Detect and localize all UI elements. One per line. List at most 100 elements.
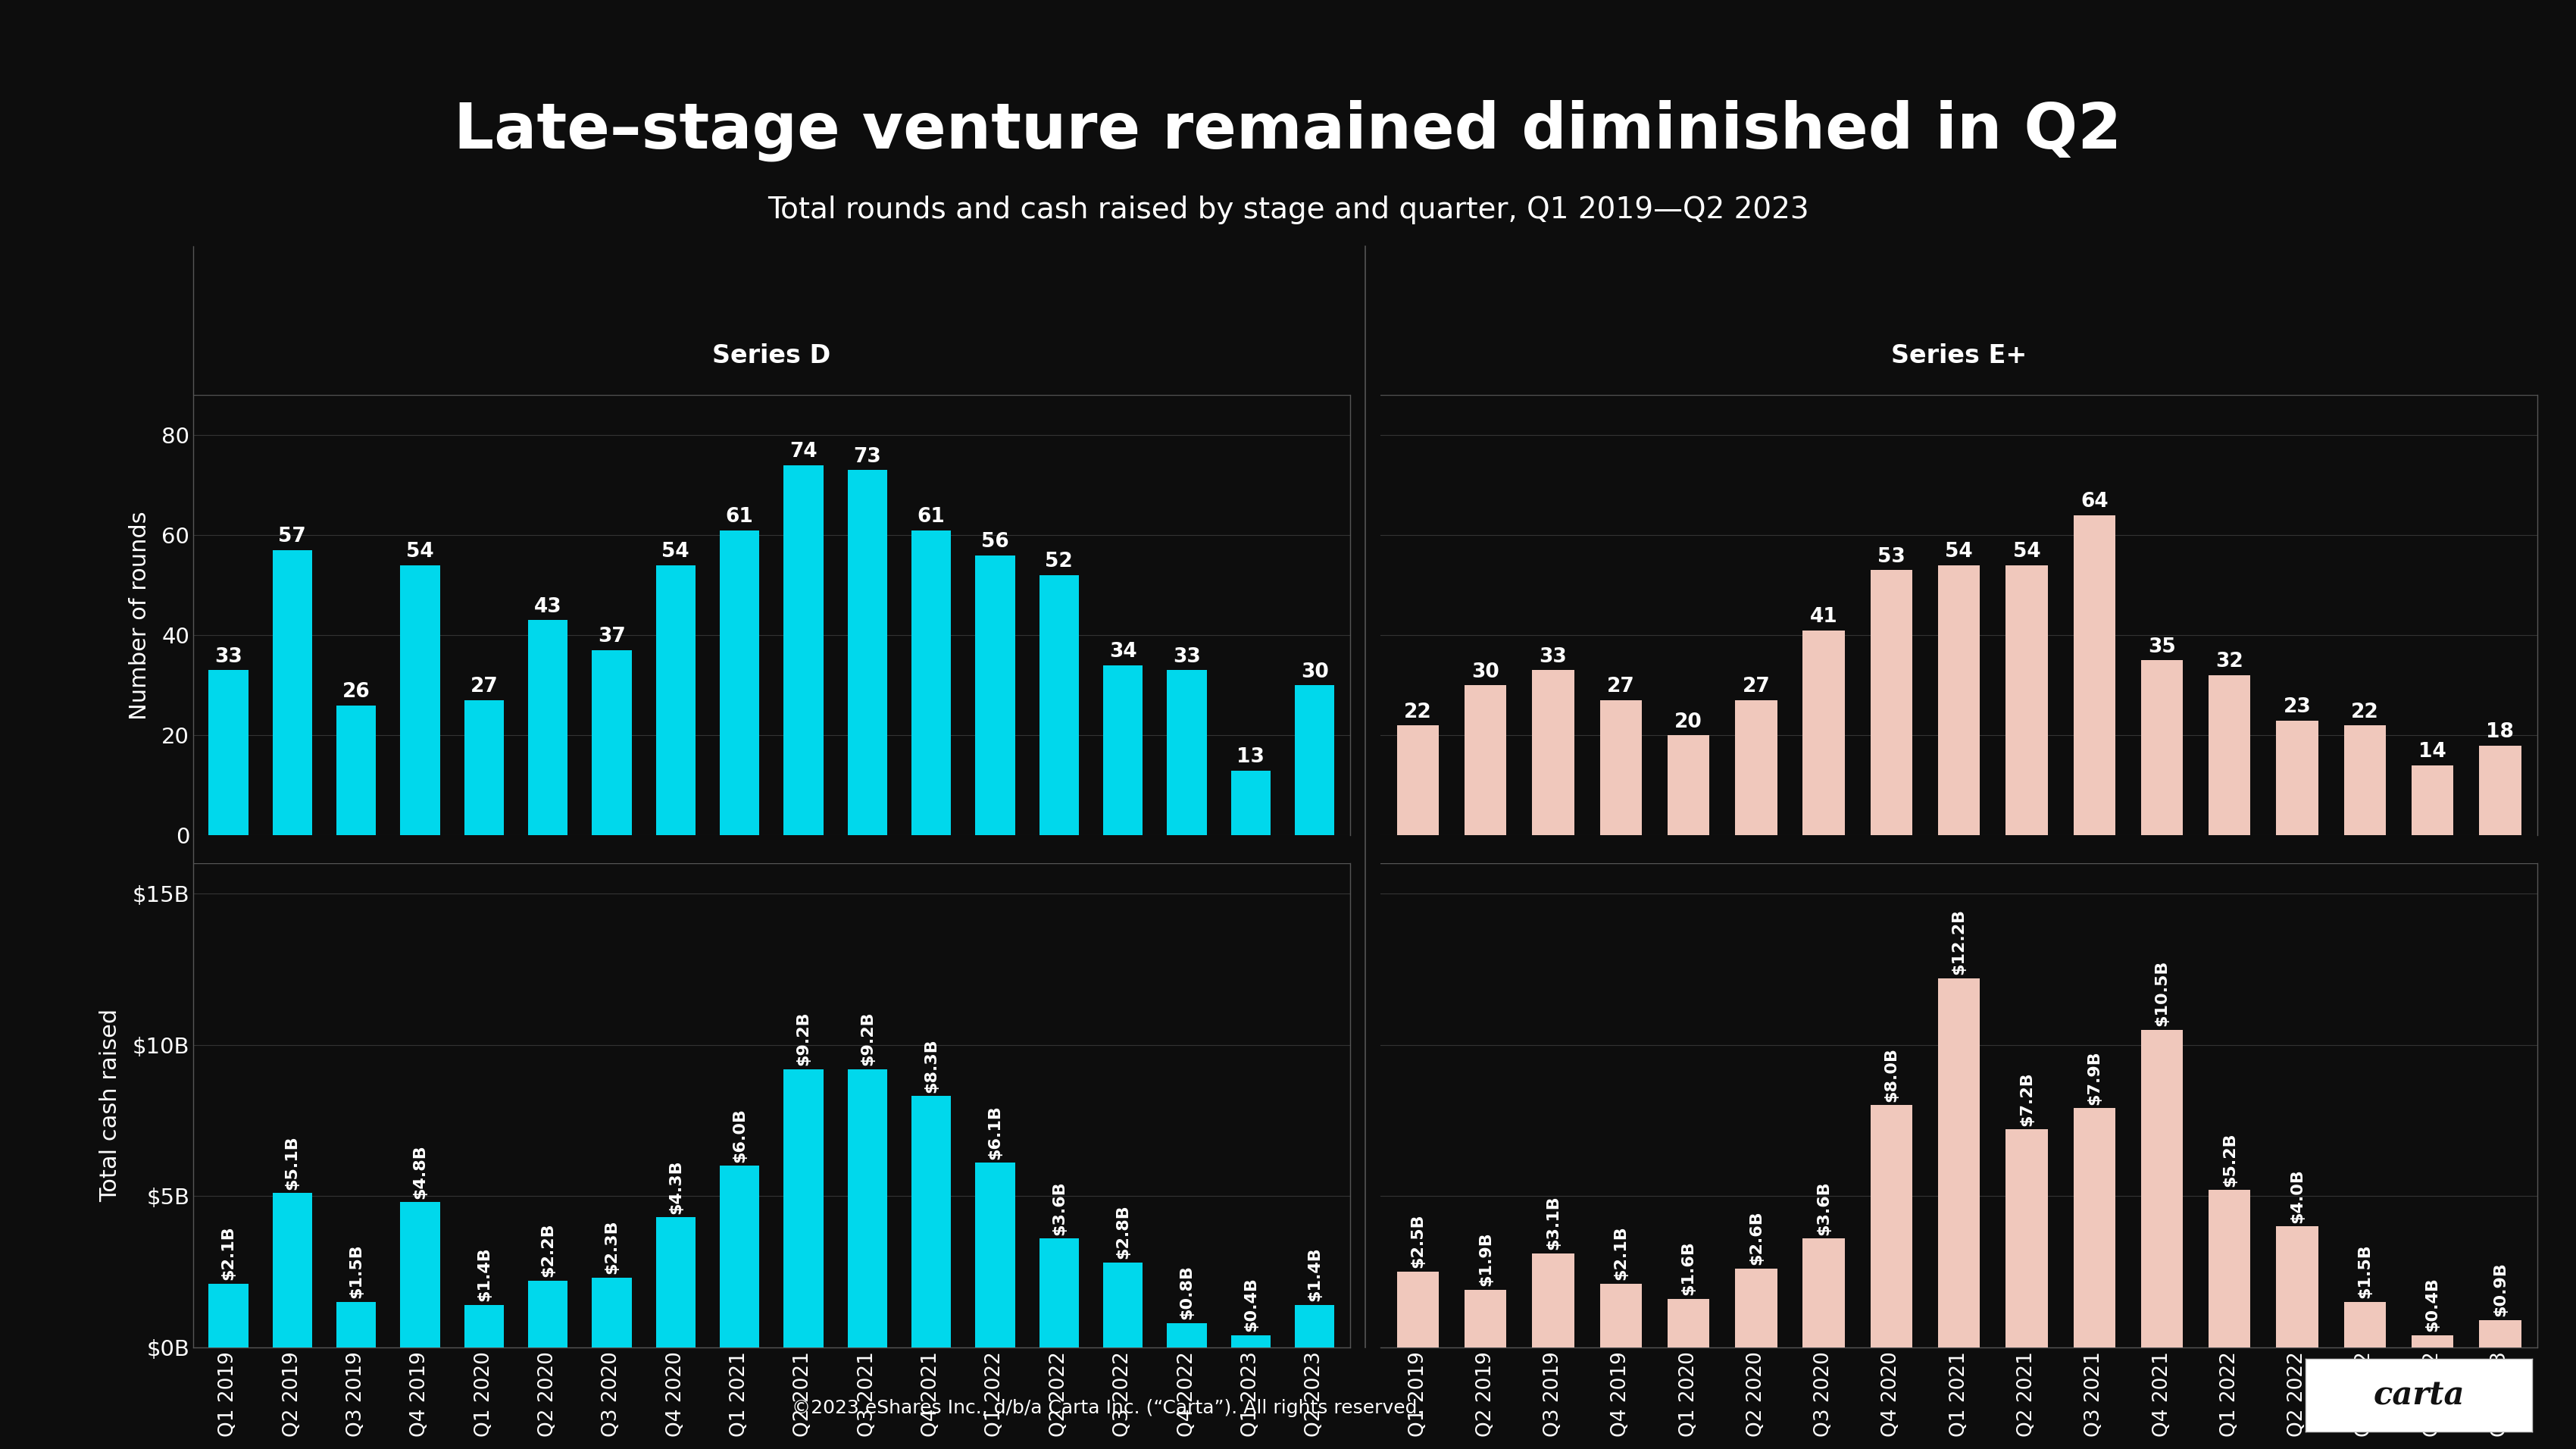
Text: $1.4B: $1.4B (477, 1248, 492, 1301)
Bar (848, 469, 886, 836)
Bar (209, 671, 247, 836)
Bar (1736, 700, 1777, 836)
Bar (2007, 565, 2048, 836)
Bar (2208, 675, 2251, 836)
Bar (2344, 726, 2385, 836)
Bar (1533, 1253, 1574, 1348)
Bar (2141, 661, 2182, 836)
Text: $7.9B: $7.9B (2087, 1051, 2102, 1104)
Text: $3.6B: $3.6B (1816, 1181, 1832, 1235)
Text: 22: 22 (1404, 703, 1432, 722)
Bar (273, 551, 312, 836)
Bar (657, 565, 696, 836)
Bar (783, 465, 824, 836)
Bar (1296, 1306, 1334, 1348)
Bar (2277, 720, 2318, 836)
Bar (1533, 671, 1574, 836)
Text: $0.4B: $0.4B (2424, 1278, 2439, 1332)
Text: 23: 23 (2282, 697, 2311, 717)
Text: carta: carta (2372, 1379, 2465, 1411)
Text: 61: 61 (917, 507, 945, 526)
Text: $3.1B: $3.1B (1546, 1195, 1561, 1250)
Text: $2.1B: $2.1B (222, 1226, 237, 1281)
Text: ©2023 eShares Inc., d/b/a Carta Inc. (“Carta”). All rights reserved.: ©2023 eShares Inc., d/b/a Carta Inc. (“C… (791, 1400, 1425, 1417)
Bar (1466, 1290, 1507, 1348)
Text: 74: 74 (791, 442, 817, 462)
Bar (1803, 1239, 1844, 1348)
Text: $2.1B: $2.1B (1613, 1226, 1628, 1281)
Bar (273, 1193, 312, 1348)
Text: $5.1B: $5.1B (286, 1135, 299, 1190)
Bar (1937, 565, 1981, 836)
Text: 43: 43 (533, 597, 562, 617)
Text: $4.8B: $4.8B (412, 1145, 428, 1198)
Bar (2007, 1130, 2048, 1348)
Bar (1667, 736, 1710, 836)
Text: $12.2B: $12.2B (1953, 909, 1965, 975)
Bar (1466, 685, 1507, 836)
Bar (2411, 765, 2452, 836)
Text: $2.5B: $2.5B (1412, 1214, 1425, 1268)
Text: $9.2B: $9.2B (796, 1011, 811, 1065)
Text: $6.1B: $6.1B (987, 1104, 1002, 1159)
Bar (1600, 1284, 1641, 1348)
Text: $0.8B: $0.8B (1180, 1265, 1195, 1320)
Text: $2.6B: $2.6B (1749, 1211, 1765, 1265)
Bar (912, 530, 951, 836)
Bar (209, 1284, 247, 1348)
Bar (2478, 1320, 2522, 1348)
Text: 54: 54 (407, 542, 433, 562)
Text: 54: 54 (662, 542, 690, 562)
Text: $1.6B: $1.6B (1682, 1240, 1695, 1295)
Bar (657, 1217, 696, 1348)
Bar (2074, 516, 2115, 836)
Text: 52: 52 (1046, 552, 1074, 572)
Bar (1038, 1239, 1079, 1348)
Bar (2478, 745, 2522, 836)
Text: 56: 56 (981, 532, 1010, 552)
Bar (1736, 1269, 1777, 1348)
Text: $8.3B: $8.3B (925, 1037, 938, 1093)
Text: $1.9B: $1.9B (1479, 1232, 1494, 1287)
Bar (2411, 1336, 2452, 1348)
Text: 41: 41 (1811, 607, 1837, 627)
Text: 27: 27 (1607, 677, 1636, 697)
Text: 34: 34 (1110, 642, 1136, 662)
Text: 33: 33 (1172, 648, 1200, 667)
Bar (719, 1166, 760, 1348)
Text: $7.2B: $7.2B (2020, 1071, 2035, 1126)
Text: 54: 54 (1945, 542, 1973, 562)
Text: $5.2B: $5.2B (2223, 1132, 2236, 1187)
Text: 27: 27 (1741, 677, 1770, 697)
Text: 61: 61 (726, 507, 755, 526)
Text: $0.9B: $0.9B (2494, 1262, 2506, 1317)
Bar (2074, 1108, 2115, 1348)
Text: 37: 37 (598, 627, 626, 646)
Text: $8.0B: $8.0B (1883, 1048, 1899, 1101)
Bar (1231, 771, 1270, 836)
Text: 30: 30 (1301, 662, 1329, 682)
Bar (1870, 1106, 1911, 1348)
Text: Late–stage venture remained diminished in Q2: Late–stage venture remained diminished i… (453, 100, 2123, 161)
Text: 33: 33 (1540, 648, 1566, 667)
Text: $2.8B: $2.8B (1115, 1204, 1131, 1259)
Text: $9.2B: $9.2B (860, 1011, 876, 1065)
Bar (592, 1278, 631, 1348)
Bar (1600, 700, 1641, 836)
Text: 32: 32 (2215, 652, 2244, 672)
Bar (1103, 665, 1144, 836)
Bar (1667, 1300, 1710, 1348)
Bar (1396, 726, 1440, 836)
Text: 13: 13 (1236, 748, 1265, 767)
Text: 35: 35 (2148, 638, 2177, 656)
Text: Series E+: Series E+ (1891, 343, 2027, 368)
Text: 73: 73 (853, 446, 881, 467)
Bar (1231, 1336, 1270, 1348)
Text: 33: 33 (214, 648, 242, 667)
Bar (2277, 1226, 2318, 1348)
Text: Total rounds and cash raised by stage and quarter, Q1 2019—Q2 2023: Total rounds and cash raised by stage an… (768, 196, 1808, 225)
Text: 20: 20 (1674, 711, 1703, 732)
Text: 57: 57 (278, 527, 307, 546)
Text: $0.4B: $0.4B (1244, 1278, 1257, 1332)
Text: 18: 18 (2486, 722, 2514, 742)
